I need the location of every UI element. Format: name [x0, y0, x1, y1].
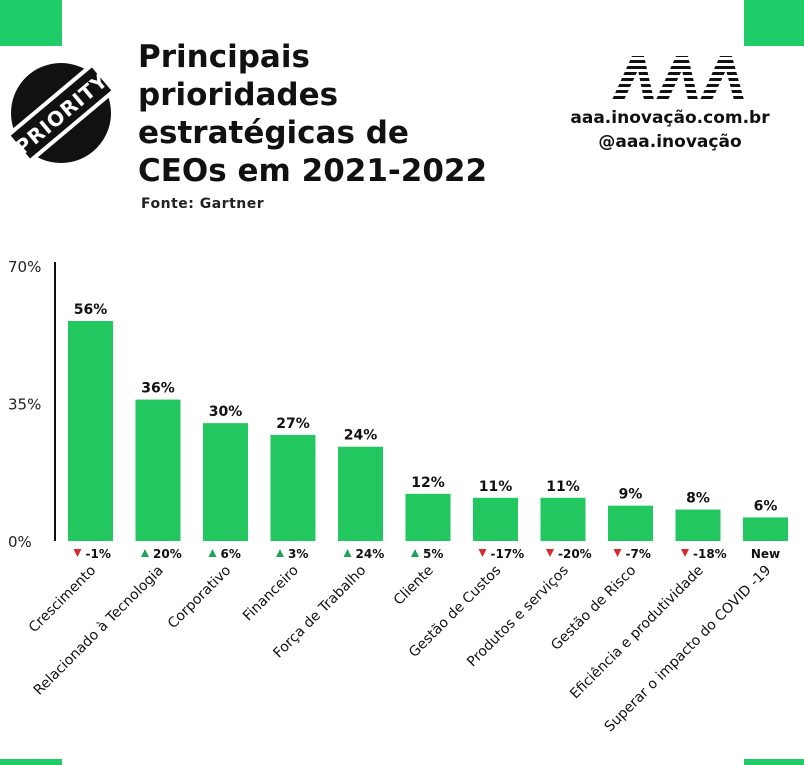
change-label: -17% [491, 547, 525, 561]
arrow-up-icon [411, 549, 419, 557]
change-label: New [751, 547, 780, 561]
source-label: Fonte: Gartner [141, 196, 265, 212]
arrow-down-icon [613, 549, 622, 557]
instagram-handle: @aaa.inovação [598, 132, 742, 152]
arrow-down-icon [681, 549, 689, 557]
change-label: 5% [423, 547, 443, 561]
change-label: 24% [356, 547, 385, 561]
bar-value-label: 30% [209, 404, 243, 420]
priority-stamp-icon: PRIORITY [6, 61, 116, 165]
title-line: prioridades [138, 77, 339, 113]
bar-value-label: 9% [619, 487, 643, 503]
bar-value-label: 8% [686, 491, 710, 507]
bar-value-label: 12% [411, 475, 445, 491]
category-label: Eficiência e produtividade [567, 563, 707, 703]
category-label: Crescimento [26, 563, 99, 636]
bar-value-label: 11% [546, 479, 580, 495]
bar-value-label: 56% [74, 302, 108, 318]
title-line: CEOs em 2021-2022 [138, 153, 488, 189]
corner-accent-bottom-left [0, 759, 62, 765]
corner-accent-top-right [744, 0, 804, 46]
page-title: Principais prioridades estratégicas de C… [138, 38, 498, 190]
arrow-up-icon [141, 549, 149, 557]
change-label: -7% [626, 547, 651, 561]
bar-value-label: 36% [141, 381, 175, 397]
title-line: estratégicas de [138, 115, 409, 151]
arrow-up-icon [276, 549, 284, 557]
arrow-down-icon [546, 549, 554, 557]
corner-accent-top-left [0, 0, 62, 46]
category-label: Cliente [391, 563, 437, 609]
change-label: -18% [693, 547, 727, 561]
category-label: Relacionado à Tecnologia [31, 563, 167, 699]
bar [270, 434, 316, 541]
bar [473, 497, 518, 541]
category-label: Financeiro [240, 563, 302, 625]
bar [405, 493, 451, 541]
arrow-down-icon [478, 549, 487, 557]
y-tick-label: 70% [8, 258, 41, 276]
bar-value-label: 24% [344, 428, 378, 444]
change-label: -20% [558, 547, 592, 561]
change-label: 20% [153, 547, 182, 561]
bar [608, 505, 653, 541]
bar [203, 423, 248, 541]
corner-accent-bottom-right [744, 759, 804, 765]
bar [675, 509, 721, 541]
change-label: -1% [86, 547, 111, 561]
bar-chart: 0% 35% 70% 56% -1% Crescimento 36% 20% Relaciona… [8, 258, 788, 735]
bar-value-label: 27% [276, 416, 310, 432]
bar [743, 517, 788, 541]
aaa-logo-icon [612, 56, 744, 100]
arrow-up-icon [208, 549, 217, 557]
category-label: Corporativo [165, 563, 234, 632]
bar-value-label: 6% [754, 498, 778, 514]
bar-value-label: 11% [479, 479, 513, 495]
title-line: Principais [138, 39, 310, 75]
bar [68, 321, 113, 541]
bar [540, 497, 586, 541]
change-label: 3% [288, 547, 308, 561]
y-tick-label: 0% [8, 533, 32, 551]
bar [338, 446, 383, 541]
website-text: aaa.inovação.com.br [570, 108, 770, 128]
change-label: 6% [221, 547, 241, 561]
y-tick-label: 35% [8, 396, 41, 414]
arrow-down-icon [73, 549, 82, 557]
arrow-up-icon [343, 549, 352, 557]
bar [135, 399, 181, 541]
